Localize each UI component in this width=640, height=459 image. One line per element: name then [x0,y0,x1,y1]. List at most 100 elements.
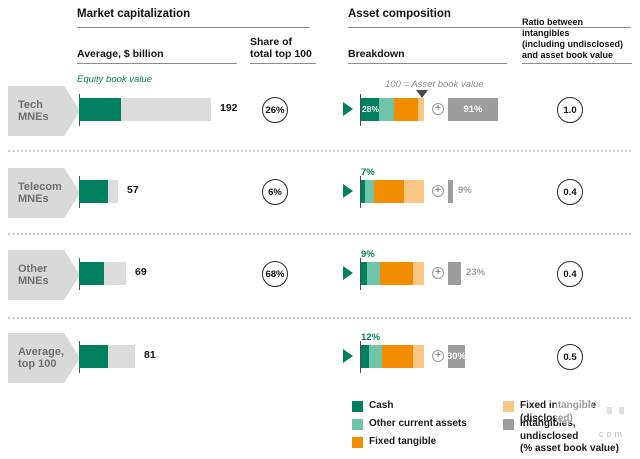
plus-circle-icon: + [432,350,444,362]
asset-axis-line [360,258,361,290]
legend-item-fixed-tangible: Fixed tangible [352,436,437,449]
row-other-mnes: Other MNEs 69 68% 9% 9% + 23% 23% 0.4 [0,249,640,301]
undisclosed-percent-label: 9% [458,185,472,196]
segment-fixed-intangible [412,262,424,285]
asset-bar-pointer-icon [343,102,353,116]
row-label-arrow: Average, top 100 [8,333,80,383]
segment-fixed-intangible [404,180,424,203]
row-label-text: Average, top 100 [18,345,65,371]
segment-fixed-tangible [379,262,413,285]
segment-fixed-tangible [393,98,418,121]
row-separator [8,150,631,152]
segment-cash: 7% [361,180,366,203]
row-label-text: Telecom MNEs [18,180,62,206]
undisclosed-intangibles-bar: 9% [448,180,453,203]
column-header-ratio-intangibles: Ratio between intangibles (including und… [522,17,632,64]
segment-other-current-assets [366,262,380,285]
plus-circle-icon: + [432,103,444,115]
segment-other-current-assets [378,98,394,121]
legend-item-other-current-assets: Other current assets [352,418,467,431]
legend-swatch-other-current-assets [352,419,363,430]
row-telecom-mnes: Telecom MNEs 57 6% 7% 7% + 9% 9% 0.4 [0,167,640,219]
legend-item-undisclosed-intangibles: Intangibles, undisclosed (% asset book v… [503,418,632,456]
plus-circle-icon: + [432,267,444,279]
ratio-circle: 1.0 [557,97,583,123]
cash-percent-label: 12% [361,332,381,343]
row-label-arrow: Telecom MNEs [8,168,80,218]
market-cap-value: 81 [144,349,156,361]
equity-book-value-segment [79,262,104,285]
asset-composition-bar: 7% [361,180,424,203]
segment-other-current-assets [368,345,382,368]
asset-axis-line [360,94,361,126]
market-cap-bar [79,345,135,368]
cash-percent-label: 9% [361,249,375,260]
row-separator [8,233,631,235]
market-cap-value: 69 [135,266,147,278]
legend-swatch-undisclosed-intangibles [503,419,514,430]
legend-item-cash: Cash [352,400,394,413]
asset-bar-pointer-icon [343,349,353,363]
market-cap-value: 192 [220,102,238,114]
asset-composition-bar: 12% [361,345,424,368]
asset-composition-bar: 9% [361,262,424,285]
section-title-asset-composition: Asset composition [348,8,631,28]
share-of-top100-circle: 6% [262,179,288,205]
asset-bar-pointer-icon [343,184,353,198]
undisclosed-percent-label: 30% [447,351,467,362]
asset-axis-line [360,176,361,208]
legend-label: Fixed tangible [369,436,437,447]
undisclosed-intangibles-bar: 91% [448,98,498,121]
undisclosed-percent-label: 23% [466,267,486,278]
undisclosed-intangibles-bar: 23% [448,262,461,285]
asset-bar-pointer-icon [343,266,353,280]
asset-composition-bar: 28% [361,98,424,121]
undisclosed-percent-label: 91% [463,104,483,115]
equity-book-value-note: Equity book value [77,74,152,85]
legend-label: Cash [369,400,394,411]
column-header-share-of-top100: Share of total top 100 [250,32,316,64]
market-cap-bar [79,262,126,285]
segment-fixed-tangible [373,180,405,203]
cash-percent-label: 28% [362,104,380,114]
segment-fixed-tangible [381,345,414,368]
legend-swatch-cash [352,401,363,412]
equity-book-value-segment [79,98,121,121]
segment-cash: 9% [361,262,367,285]
market-cap-bar [79,98,211,121]
plus-circle-icon: + [432,185,444,197]
row-label-text: Other MNEs [18,262,49,288]
segment-fixed-intangible [417,98,424,121]
ratio-circle: 0.4 [557,179,583,205]
row-tech-mnes: Tech MNEs 192 26% 28% 28% + 91% 91% 1.0 [0,85,640,137]
row-label-arrow: Tech MNEs [8,86,80,136]
market-cap-value: 57 [127,184,139,196]
equity-book-value-segment [79,180,108,203]
legend-swatch-fixed-intangible [503,401,514,412]
column-header-breakdown: Breakdown [348,38,507,64]
legend-label: Intangibles, undisclosed (% asset book v… [520,418,619,454]
legend-label: Other current assets [369,418,467,429]
segment-cash: 12% [361,345,369,368]
segment-fixed-intangible [413,345,424,368]
asset-book-value-scale-note: 100 = Asset book value [385,79,484,90]
ratio-circle: 0.5 [557,344,583,370]
legend: Cash Other current assets Fixed tangible… [352,400,632,457]
row-separator [8,317,631,319]
ratio-circle: 0.4 [557,261,583,287]
equity-book-value-segment [79,345,108,368]
segment-cash: 28% [361,98,379,121]
column-header-average-billion: Average, $ billion [77,38,237,64]
section-title-market-capitalization: Market capitalization [77,8,310,28]
row-label-arrow: Other MNEs [8,250,80,300]
market-cap-bar [79,180,118,203]
share-of-top100-circle: 26% [262,97,288,123]
asset-axis-line [360,341,361,373]
cash-percent-label: 7% [361,167,375,178]
scale-marker-triangle-icon [416,90,428,98]
row-label-text: Tech MNEs [18,98,49,124]
legend-swatch-fixed-tangible [352,437,363,448]
segment-other-current-assets [365,180,374,203]
undisclosed-intangibles-bar: 30% [447,345,467,368]
